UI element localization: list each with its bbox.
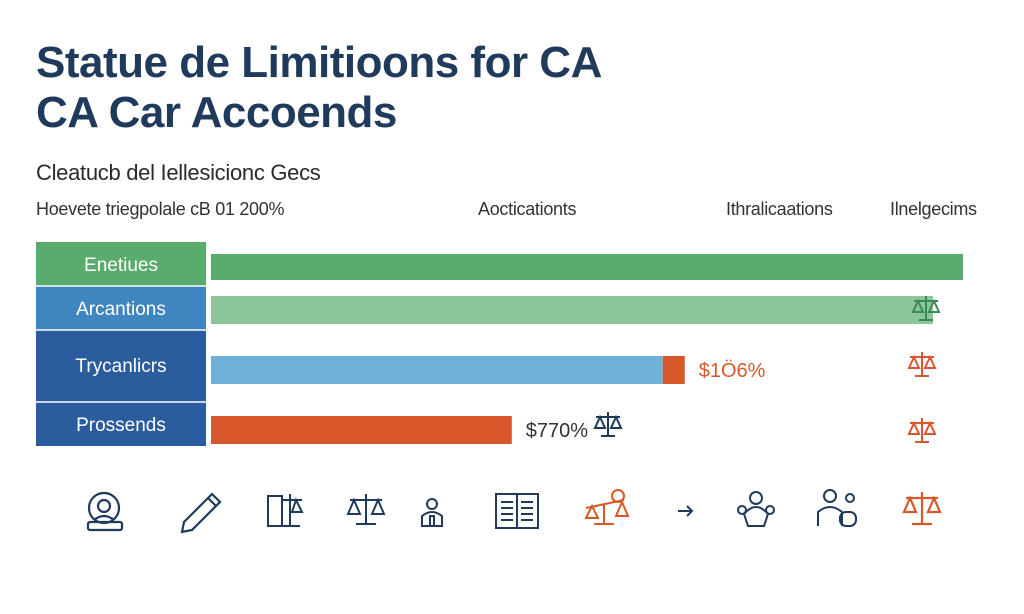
title-line-2: CA Car Accoends xyxy=(36,88,397,137)
bar xyxy=(211,254,963,280)
category-label: Prossends xyxy=(76,415,166,436)
bar xyxy=(211,356,663,384)
category-panel: Enetiues Arcantions Trycanlicrs Prossends xyxy=(36,242,206,446)
category-cell xyxy=(36,402,206,446)
scale-icon xyxy=(907,352,937,377)
bar xyxy=(211,416,512,444)
category-cell xyxy=(36,286,206,330)
category-label: Arcantions xyxy=(76,299,166,320)
column-header-middle: Aocticationts xyxy=(478,199,577,219)
column-header-right1: Ithralicaations xyxy=(726,199,833,219)
subtitle: Cleatucb del Iellesicionc Gecs xyxy=(36,160,321,185)
category-cell xyxy=(36,242,206,286)
value-labels-group: $1Ö6% $770% xyxy=(526,360,766,442)
column-header-left: Hoevete triegpolale cB 01 200% xyxy=(36,199,285,219)
scale-icon xyxy=(593,412,623,437)
bar xyxy=(211,296,933,324)
scale-icon xyxy=(911,296,941,321)
column-header-right2: Ilnelgecims xyxy=(890,199,977,219)
page-title: Statue de Limitioons for CA CA Car Accoe… xyxy=(36,38,602,138)
data-label: $770% xyxy=(526,420,588,442)
title-line-1: Statue de Limitioons for CA xyxy=(36,38,602,87)
row-icons-group xyxy=(593,296,941,443)
scale-icon xyxy=(907,418,937,443)
category-label: Enetiues xyxy=(84,255,158,276)
bars-group xyxy=(211,254,963,444)
bar-accent xyxy=(662,356,685,384)
data-label: $1Ö6% xyxy=(699,360,766,382)
category-label: Trycanlicrs xyxy=(75,356,166,377)
category-cell xyxy=(36,330,206,402)
